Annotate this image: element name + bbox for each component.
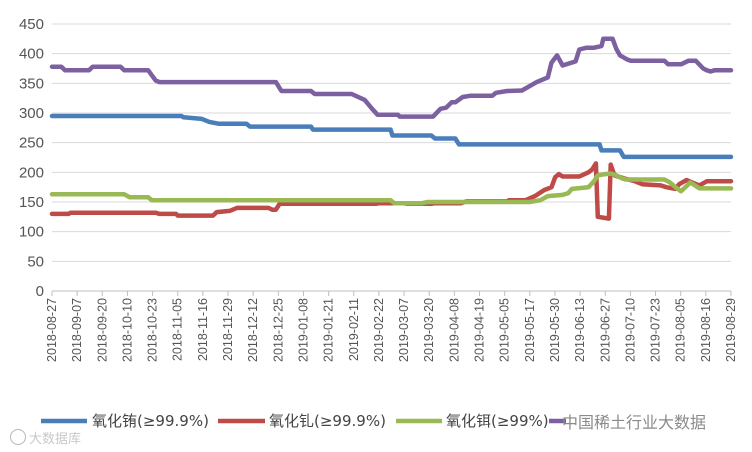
x-tick-label: 2018-10-23 <box>146 298 160 362</box>
x-tick-label: 2019-03-07 <box>397 298 411 362</box>
x-tick-label: 2019-07-23 <box>649 298 663 362</box>
x-tick-label: 2018-08-27 <box>45 298 59 362</box>
y-tick-label: 400 <box>19 46 44 63</box>
series-line-2 <box>49 171 734 206</box>
y-tick-label: 100 <box>19 224 44 241</box>
x-tick-label: 2018-10-10 <box>120 298 134 362</box>
x-tick-label: 2019-08-05 <box>674 298 688 362</box>
x-tick-label: 2019-04-08 <box>447 298 461 362</box>
series-line-0 <box>49 113 734 160</box>
x-axis-ticks: 2018-08-27 2018-09-07 2018-09-20 2018-10-10… <box>45 291 738 362</box>
x-tick-label: 2018-09-20 <box>95 298 109 362</box>
x-tick-label: 2019-04-19 <box>473 298 487 362</box>
y-tick-label: 350 <box>19 75 44 92</box>
series-lines <box>49 36 734 221</box>
x-tick-label: 2019-06-13 <box>573 298 587 362</box>
watermark-left: 大数据库 <box>10 428 81 447</box>
series-line-3 <box>49 36 734 119</box>
y-axis-ticks: 0 50 100 150 200 250 300 350 400 450 <box>19 16 44 300</box>
x-tick-label: 2019-08-29 <box>724 298 738 362</box>
y-tick-label: 150 <box>19 194 44 211</box>
x-tick-label: 2018-12-25 <box>271 298 285 362</box>
x-tick-label: 2018-11-29 <box>221 298 235 361</box>
x-tick-label: 2019-01-08 <box>296 298 310 362</box>
x-tick-label: 2018-09-07 <box>70 298 84 362</box>
watermark-logo-icon <box>10 429 26 445</box>
x-tick-label: 2019-05-30 <box>548 298 562 362</box>
x-tick-label: 2018-12-12 <box>246 298 260 362</box>
x-tick-label: 2019-05-05 <box>498 298 512 362</box>
x-tick-label: 2018-11-16 <box>196 298 210 361</box>
x-tick-label: 2019-01-21 <box>322 298 336 362</box>
legend-label-2: 氧化铒(≥99%) <box>446 412 549 430</box>
watermark-right: 中国稀土行业大数据 <box>562 409 706 433</box>
x-tick-label: 2019-08-16 <box>699 298 713 362</box>
x-tick-label: 2019-05-17 <box>523 298 537 362</box>
y-tick-label: 300 <box>19 105 44 122</box>
legend-label-1: 氧化钆(≥99.9%) <box>269 412 386 430</box>
series-line-1 <box>49 161 734 221</box>
x-tick-label: 2019-02-11 <box>347 298 361 361</box>
y-tick-label: 450 <box>19 16 44 33</box>
legend: 氧化铕(≥99.9%) 氧化钆(≥99.9%) 氧化铒(≥99%) <box>41 412 566 430</box>
x-tick-label: 2019-06-27 <box>598 298 612 362</box>
watermark-right-text: 中国稀土行业大数据 <box>562 413 707 432</box>
watermark-left-text: 大数据库 <box>29 432 82 447</box>
x-tick-label: 2018-11-05 <box>171 298 185 361</box>
y-tick-label: 250 <box>19 135 44 152</box>
y-tick-label: 200 <box>19 164 44 181</box>
x-tick-label: 2019-02-22 <box>372 298 386 362</box>
legend-label-0: 氧化铕(≥99.9%) <box>92 412 209 430</box>
y-tick-label: 50 <box>27 253 44 270</box>
x-tick-label: 2019-03-20 <box>422 298 436 362</box>
y-tick-label: 0 <box>36 283 44 300</box>
x-tick-label: 2019-07-10 <box>623 298 637 362</box>
